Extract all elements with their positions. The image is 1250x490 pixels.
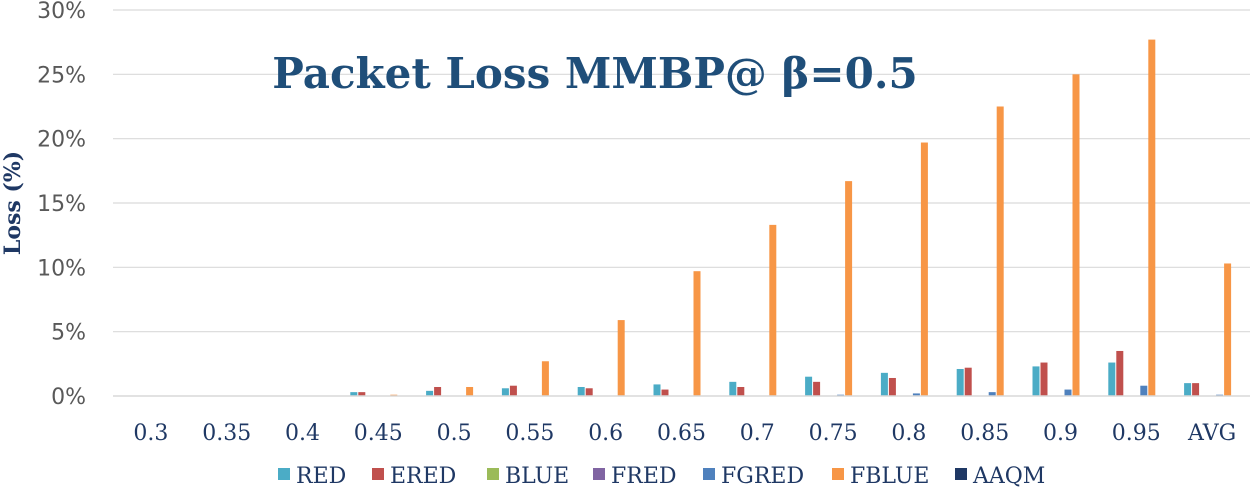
x-tick-label: 0.8 bbox=[891, 421, 926, 446]
bar-fblue-0.5 bbox=[466, 386, 474, 396]
bar-red-0.75 bbox=[805, 376, 813, 396]
bar-ered-0.6 bbox=[585, 388, 593, 396]
y-tick-label: 25% bbox=[37, 63, 86, 88]
bar-fblue-AVG bbox=[1224, 263, 1232, 396]
bar-fblue-0.7 bbox=[769, 224, 777, 396]
y-tick-label: 5% bbox=[51, 321, 86, 346]
x-tick-label: 0.75 bbox=[809, 421, 858, 446]
x-tick-label: 0.45 bbox=[354, 421, 403, 446]
legend-swatch-fgred bbox=[703, 468, 715, 480]
bar-fblue-0.9 bbox=[1072, 74, 1080, 396]
bar-ered-0.5 bbox=[434, 386, 442, 396]
y-axis-tick-labels: 0% 5% 10% 15% 20% 25% 30% bbox=[37, 0, 86, 410]
bar-red-0.65 bbox=[653, 384, 661, 396]
bar-red-0.45 bbox=[350, 392, 358, 396]
legend-swatch-fblue bbox=[832, 468, 844, 480]
legend-label-ered: ERED bbox=[390, 464, 456, 489]
y-tick-label: 15% bbox=[37, 192, 86, 217]
bar-fblue-0.75 bbox=[845, 181, 853, 396]
legend-swatch-aaqm bbox=[955, 468, 967, 480]
bar-ered-0.65 bbox=[661, 389, 669, 396]
y-axis-label: Loss (%) bbox=[0, 151, 26, 255]
x-tick-label: AVG bbox=[1187, 421, 1236, 446]
bar-fblue-0.65 bbox=[693, 271, 701, 396]
bar-fblue-0.95 bbox=[1148, 39, 1156, 397]
bar-ered-0.7 bbox=[737, 386, 745, 396]
x-tick-label: 0.35 bbox=[202, 421, 251, 446]
bar-ered-0.8 bbox=[888, 377, 896, 396]
bar-red-0.85 bbox=[956, 368, 964, 396]
legend-swatch-fred bbox=[593, 468, 605, 480]
x-tick-label: 0.6 bbox=[588, 421, 623, 446]
legend-label-red: RED bbox=[296, 464, 346, 489]
bar-fblue-0.55 bbox=[541, 361, 549, 396]
bar-fblue-0.6 bbox=[617, 320, 625, 396]
legend-swatch-blue bbox=[487, 468, 499, 480]
bar-fblue-0.85 bbox=[996, 106, 1004, 396]
bar-ered-AVG bbox=[1192, 383, 1200, 396]
x-tick-label: 0.7 bbox=[740, 421, 775, 446]
chart-title: Packet Loss MMBP@ β=0.5 bbox=[272, 49, 917, 98]
bar-fgred-0.85 bbox=[988, 392, 996, 396]
bar-ered-0.95 bbox=[1116, 350, 1124, 396]
bar-ered-0.85 bbox=[964, 367, 972, 396]
y-tick-label: 20% bbox=[37, 128, 86, 153]
bar-fgred-0.8 bbox=[912, 393, 920, 396]
x-tick-label: 0.65 bbox=[657, 421, 706, 446]
bar-ered-0.9 bbox=[1040, 362, 1048, 396]
bar-ered-0.55 bbox=[509, 385, 517, 396]
legend-swatch-ered bbox=[372, 468, 384, 480]
x-tick-label: 0.5 bbox=[437, 421, 472, 446]
bar-red-0.6 bbox=[577, 386, 585, 396]
legend-label-fblue: FBLUE bbox=[850, 464, 929, 489]
bar-red-0.95 bbox=[1108, 362, 1116, 396]
bar-red-0.9 bbox=[1032, 366, 1040, 396]
bar-red-0.7 bbox=[729, 381, 737, 396]
gridlines bbox=[113, 9, 1250, 333]
x-tick-label: 0.55 bbox=[505, 421, 554, 446]
bar-red-0.8 bbox=[880, 372, 888, 396]
legend-label-fred: FRED bbox=[611, 464, 677, 489]
bar-fblue-0.8 bbox=[920, 142, 928, 396]
legend-label-blue: BLUE bbox=[505, 464, 569, 489]
y-tick-label: 0% bbox=[51, 385, 86, 410]
bar-red-AVG bbox=[1184, 383, 1192, 396]
bar-red-0.5 bbox=[426, 390, 434, 396]
legend: RED ERED BLUE FRED FGRED FBLUE AAQM bbox=[278, 464, 1045, 489]
x-tick-label: 0.4 bbox=[285, 421, 320, 446]
bars bbox=[350, 39, 1232, 397]
x-tick-label: 0.85 bbox=[960, 421, 1009, 446]
bar-ered-0.75 bbox=[813, 381, 821, 396]
x-tick-label: 0.9 bbox=[1043, 421, 1078, 446]
x-tick-label: 0.3 bbox=[133, 421, 168, 446]
y-tick-label: 10% bbox=[37, 256, 86, 281]
bar-ered-0.45 bbox=[358, 392, 366, 396]
y-tick-label: 30% bbox=[37, 0, 86, 24]
legend-swatch-red bbox=[278, 468, 290, 480]
bar-fgred-0.9 bbox=[1064, 389, 1072, 396]
bar-red-0.55 bbox=[501, 388, 509, 396]
legend-label-aaqm: AAQM bbox=[972, 464, 1045, 489]
bar-fgred-0.95 bbox=[1140, 385, 1148, 396]
x-axis-tick-labels: 0.3 0.35 0.4 0.45 0.5 0.55 0.6 0.65 0.7 0.75 0.8 0.… bbox=[133, 421, 1236, 446]
legend-label-fgred: FGRED bbox=[721, 464, 804, 489]
x-tick-label: 0.95 bbox=[1112, 421, 1161, 446]
